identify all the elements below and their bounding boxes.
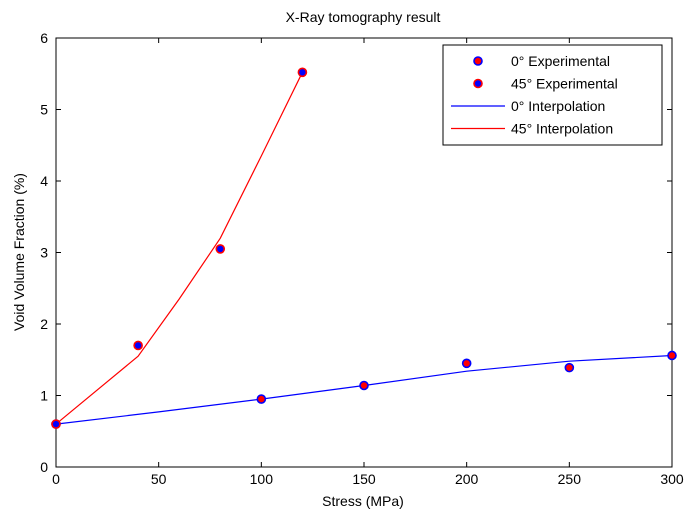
data-point-0 xyxy=(461,358,472,369)
x-tick-label: 100 xyxy=(250,471,274,487)
x-tick-label: 200 xyxy=(455,471,479,487)
legend-swatch xyxy=(473,56,483,66)
x-tick-label: 0 xyxy=(52,471,60,487)
legend-label: 45° Interpolation xyxy=(511,121,613,137)
data-point-0 xyxy=(359,380,369,391)
data-point-1 xyxy=(51,419,61,429)
legend-swatch xyxy=(473,78,483,89)
data-point-1 xyxy=(215,244,226,254)
y-tick-label: 5 xyxy=(40,102,48,118)
data-point-1 xyxy=(133,340,143,351)
y-tick-label: 6 xyxy=(40,30,48,46)
legend-label: 0° Experimental xyxy=(511,53,610,69)
data-point-0 xyxy=(667,350,677,361)
data-point-0 xyxy=(256,394,267,404)
chart-title: X-Ray tomography result xyxy=(286,9,441,25)
y-tick-label: 0 xyxy=(40,459,48,475)
y-tick-label: 4 xyxy=(40,173,48,189)
x-tick-label: 250 xyxy=(558,471,582,487)
y-tick-label: 1 xyxy=(40,388,48,404)
data-point-1 xyxy=(297,67,308,78)
legend-label: 0° Interpolation xyxy=(511,98,605,114)
x-tick-label: 150 xyxy=(352,471,376,487)
legend: 0° Experimental 45° Experimental 0° Interp… xyxy=(442,44,663,146)
series-line-3 xyxy=(55,72,303,425)
y-tick-label: 3 xyxy=(40,245,48,261)
y-axis-label: Void Volume Fraction (%) xyxy=(11,173,27,331)
y-tick-label: 2 xyxy=(40,316,48,332)
x-tick-label: 300 xyxy=(660,471,684,487)
data-point-0 xyxy=(564,362,575,373)
x-tick-label: 50 xyxy=(151,471,167,487)
legend-label: 45° Experimental xyxy=(511,76,618,92)
x-axis-label: Stress (MPa) xyxy=(322,493,404,509)
